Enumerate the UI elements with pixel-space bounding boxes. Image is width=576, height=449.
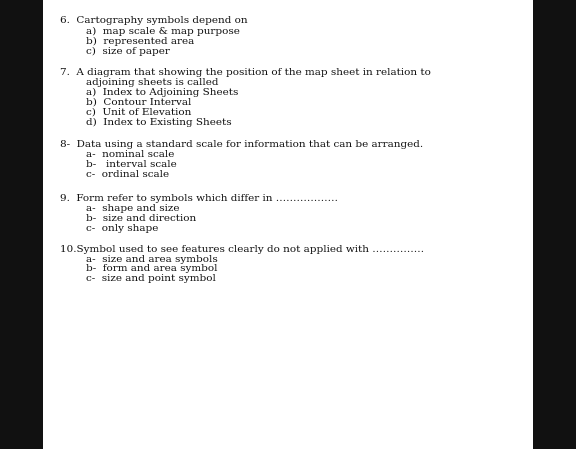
Text: 6.  Cartography symbols depend on: 6. Cartography symbols depend on xyxy=(60,16,248,25)
Text: d)  Index to Existing Sheets: d) Index to Existing Sheets xyxy=(86,118,232,127)
Text: b-   interval scale: b- interval scale xyxy=(86,160,177,169)
Text: c-  ordinal scale: c- ordinal scale xyxy=(86,170,169,179)
Text: adjoining sheets is called: adjoining sheets is called xyxy=(86,78,219,87)
Text: b)  Contour Interval: b) Contour Interval xyxy=(86,98,192,107)
Text: a)  map scale & map purpose: a) map scale & map purpose xyxy=(86,27,240,36)
Text: a)  Index to Adjoining Sheets: a) Index to Adjoining Sheets xyxy=(86,88,239,97)
Text: 9.  Form refer to symbols which differ in ………………: 9. Form refer to symbols which differ in… xyxy=(60,194,339,203)
Bar xyxy=(533,0,576,449)
Text: a-  shape and size: a- shape and size xyxy=(86,204,180,213)
Text: b-  size and direction: b- size and direction xyxy=(86,214,196,223)
Text: c-  only shape: c- only shape xyxy=(86,224,159,233)
Text: 10.Symbol used to see features clearly do not applied with ……………: 10.Symbol used to see features clearly d… xyxy=(60,245,425,254)
Text: a-  size and area symbols: a- size and area symbols xyxy=(86,255,218,264)
Text: a-  nominal scale: a- nominal scale xyxy=(86,150,175,159)
Text: c)  Unit of Elevation: c) Unit of Elevation xyxy=(86,108,192,117)
Text: c)  size of paper: c) size of paper xyxy=(86,47,170,56)
Text: c-  size and point symbol: c- size and point symbol xyxy=(86,274,216,283)
Text: 8-  Data using a standard scale for information that can be arranged.: 8- Data using a standard scale for infor… xyxy=(60,140,423,149)
Text: b)  represented area: b) represented area xyxy=(86,37,195,46)
Text: b-  form and area symbol: b- form and area symbol xyxy=(86,264,218,273)
Text: 7.  A diagram that showing the position of the map sheet in relation to: 7. A diagram that showing the position o… xyxy=(60,68,431,77)
Bar xyxy=(0,0,43,449)
